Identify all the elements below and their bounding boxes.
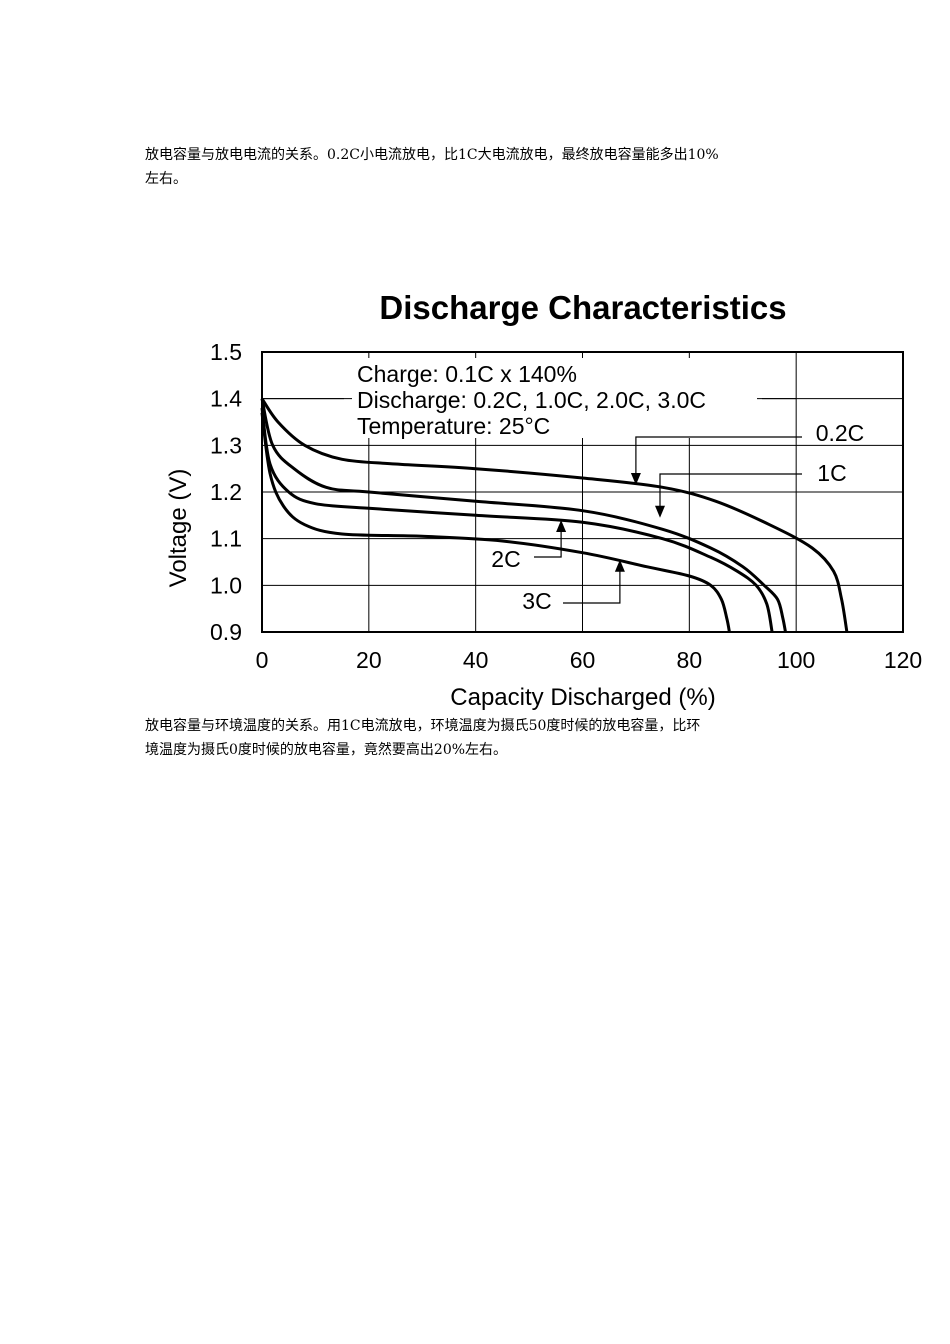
x-tick-label: 60 bbox=[570, 647, 596, 673]
series-label-1C: 1C bbox=[817, 460, 846, 486]
arrowhead-1C bbox=[655, 505, 665, 518]
y-tick-label: 1.0 bbox=[210, 572, 242, 598]
x-tick-label: 80 bbox=[677, 647, 703, 673]
paragraph-temperature: 放电容量与环境温度的关系。用1C电流放电，环境温度为摄氏50度时候的放电容量，比… bbox=[145, 718, 701, 758]
x-axis-label: Capacity Discharged (%) bbox=[450, 684, 715, 711]
series-line-1C bbox=[260, 398, 787, 633]
y-tick-label: 1.1 bbox=[210, 526, 242, 552]
label-leader-0-2C bbox=[635, 436, 802, 475]
series-line-0-2C bbox=[260, 397, 849, 633]
plot-frame bbox=[261, 351, 904, 633]
label-leader-3C bbox=[563, 569, 621, 604]
y-tick-label: 1.3 bbox=[210, 432, 242, 458]
series-lines bbox=[260, 397, 849, 633]
x-tick-label: 0 bbox=[256, 647, 269, 673]
arrowhead-2C bbox=[556, 520, 567, 532]
arrowhead-3C bbox=[614, 559, 625, 572]
arrowhead-0-2C bbox=[630, 473, 641, 485]
tick-labels: 0 20 40 60 80 100 120 0.9 1.0 1.1 1.2 1.3 1.4 1.5 bbox=[210, 339, 922, 673]
y-tick-label: 1.4 bbox=[210, 386, 242, 412]
series-label-0-2C: 0.2C bbox=[816, 420, 865, 446]
x-tick-label: 40 bbox=[463, 647, 489, 673]
x-tick-label: 100 bbox=[777, 647, 815, 673]
y-tick-label: 1.5 bbox=[210, 339, 242, 365]
x-tick-label: 120 bbox=[884, 647, 922, 673]
label-leader-2C bbox=[534, 530, 562, 558]
annotation-temperature: Temperature: 25°C bbox=[357, 413, 550, 439]
y-tick-label: 0.9 bbox=[210, 619, 242, 645]
y-tick-label: 1.2 bbox=[210, 479, 242, 505]
annotation-discharge: Discharge: 0.2C, 1.0C, 2.0C, 3.0C bbox=[357, 387, 706, 413]
series-line-2C bbox=[260, 407, 774, 633]
annotation-charge: Charge: 0.1C x 140% bbox=[357, 361, 577, 387]
paragraph-discharge-current: 放电容量与放电电流的关系。0.2C小电流放电，比1C大电流放电，最终放电容量能多… bbox=[145, 147, 719, 187]
discharge-characteristics-chart: Discharge Characteristics 0 20 40 60 80 100 12… bbox=[165, 289, 922, 711]
label-leader-1C bbox=[659, 473, 802, 508]
annotation-box bbox=[352, 358, 757, 438]
series-line-3C bbox=[260, 412, 731, 633]
series-label-3C: 3C bbox=[522, 588, 551, 614]
x-tick-label: 20 bbox=[356, 647, 382, 673]
y-axis-label: Voltage (V) bbox=[165, 469, 192, 588]
chart-title: Discharge Characteristics bbox=[379, 289, 786, 326]
series-label-2C: 2C bbox=[491, 546, 520, 572]
